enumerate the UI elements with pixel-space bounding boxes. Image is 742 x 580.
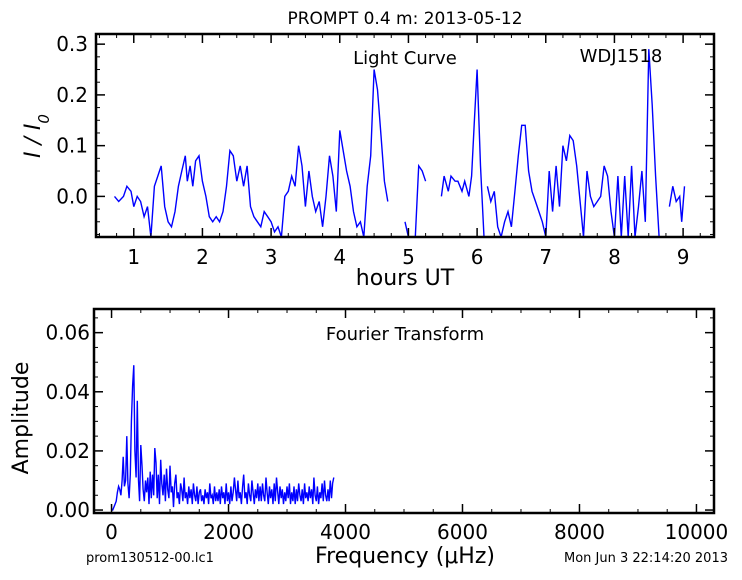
light-curve-xtick-label: 5 [402, 245, 415, 269]
fourier-ytick-label: 0.06 [45, 321, 90, 345]
fourier-ticks: 0 2000 4000 6000 8000 10000 0.00 0.02 0.04 0.06 [45, 309, 728, 544]
light-curve-xtick-label: 8 [608, 245, 621, 269]
fourier-ylabel: Amplitude [9, 362, 34, 475]
fourier-line [111, 365, 335, 511]
light-curve-line-segment-0 [113, 69, 389, 237]
light-curve-ytick-label: 0.3 [56, 32, 88, 56]
fourier-ytick-label: 0.04 [45, 380, 90, 404]
light-curve-line-segment-4 [486, 49, 660, 237]
fourier-ytick-label: 0.00 [45, 498, 90, 522]
figure-title: PROMPT 0.4 m: 2013-05-12 [287, 9, 522, 29]
fourier-xtick-label: 8000 [554, 520, 605, 544]
light-curve-xlabel: hours UT [356, 266, 455, 291]
fourier-xtick-label: 2000 [203, 520, 254, 544]
fourier-frame [92, 307, 716, 515]
light-curve-xtick-label: 4 [333, 245, 346, 269]
light-curve-annotation: Light Curve [353, 48, 457, 69]
fourier-panel: 0 2000 4000 6000 8000 10000 0.00 0.02 0.04 0.06 F… [9, 307, 728, 569]
fourier-xtick-label: 6000 [437, 520, 488, 544]
fourier-ytick-label: 0.02 [45, 439, 90, 463]
light-curve-ytick-label: 0.2 [56, 83, 88, 107]
fourier-xtick-label: 0 [105, 520, 118, 544]
light-curve-xtick-label: 6 [471, 245, 484, 269]
light-curve-series [113, 49, 686, 237]
footer-timestamp: Mon Jun 3 22:14:20 2013 [564, 551, 728, 566]
fourier-annotation: Fourier Transform [326, 324, 484, 345]
light-curve-line-segment-2 [414, 163, 427, 237]
light-curve-xtick-label: 2 [196, 245, 209, 269]
light-curve-xtick-label: 3 [265, 245, 278, 269]
fourier-xtick-label: 10000 [665, 520, 729, 544]
light-curve-line-segment-5 [668, 186, 686, 222]
light-curve-ytick-label: 0.1 [56, 134, 88, 158]
light-curve-line-segment-3 [440, 69, 485, 237]
fourier-xtick-label: 4000 [320, 520, 371, 544]
light-curve-ytick-label: 0.0 [56, 184, 88, 208]
object-annotation: WDJ1518 [580, 46, 663, 67]
light-curve-ticks: 1 2 3 4 5 6 7 8 9 0.0 0.1 0.2 0.3 [56, 32, 714, 269]
fourier-xlabel: Frequency (μHz) [315, 544, 495, 569]
light-curve-xtick-label: 1 [127, 245, 140, 269]
light-curve-frame [94, 32, 716, 239]
fourier-series [111, 365, 335, 511]
light-curve-xtick-label: 7 [539, 245, 552, 269]
light-curve-xtick-label: 9 [677, 245, 690, 269]
footer-filename: prom130512-00.lc1 [86, 551, 214, 566]
